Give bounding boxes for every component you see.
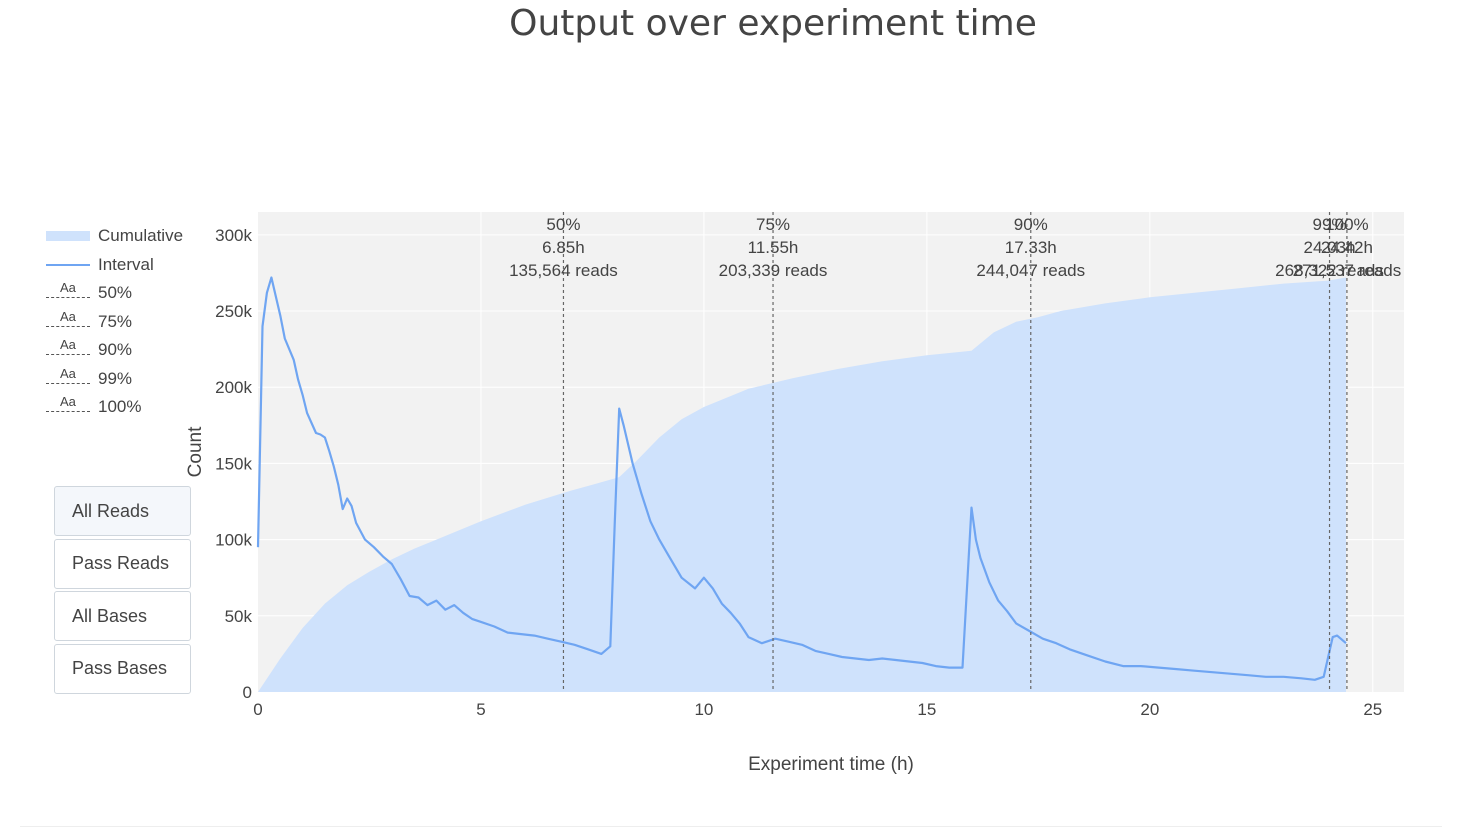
threshold-label-90%: 244,047 reads <box>976 261 1085 280</box>
threshold-markers: 50% 6.85h 135,564 reads 75% 11.55h 203,339 re… <box>509 212 1401 692</box>
legend-text-glyph: Aa <box>60 308 76 324</box>
series-cumulative-area <box>258 277 1347 692</box>
pass-reads-button[interactable]: Pass Reads <box>54 538 191 589</box>
legend-label-75: 75% <box>98 311 133 331</box>
y-tick-label: 50k <box>225 607 253 626</box>
legend-label-90: 90% <box>98 340 133 360</box>
y-axis-title: Count <box>185 426 206 477</box>
legend-text-glyph: Aa <box>60 337 76 352</box>
y-tick-label: 250k <box>215 302 252 321</box>
axis-ticks: 0 5 10 15 20 25 0 50k 100k 150k 200k 250k 300k <box>215 226 1382 719</box>
x-tick-label: 20 <box>1140 700 1159 719</box>
data-selector-buttons: All Reads Pass Reads All Bases Pass Base… <box>54 486 192 696</box>
legend-text-glyph: Aa <box>60 280 76 295</box>
all-reads-button[interactable]: All Reads <box>54 486 191 536</box>
threshold-label-50%: 135,564 reads <box>509 261 618 280</box>
threshold-label-50%: 50% <box>546 215 580 234</box>
legend-label-99: 99% <box>98 368 133 388</box>
y-tick-label: 150k <box>215 454 252 473</box>
legend-item-interval[interactable]: Interval <box>44 251 204 280</box>
legend-item-50[interactable]: Aa 50% <box>44 279 204 308</box>
legend-item-99[interactable]: Aa 99% <box>44 365 204 394</box>
threshold-label-75%: 75% <box>756 215 790 234</box>
legend-item-90[interactable]: Aa 90% <box>44 336 204 365</box>
legend-swatch-interval <box>46 263 90 266</box>
legend-text-glyph: Aa <box>60 394 76 409</box>
legend-swatch-dash <box>46 297 90 298</box>
legend-item-cumulative[interactable]: Cumulative <box>44 222 204 251</box>
threshold-label-99%: 268,322 reads <box>1275 261 1384 280</box>
legend-item-75[interactable]: Aa 75% <box>44 308 204 337</box>
x-tick-label: 0 <box>253 700 262 719</box>
threshold-label-90%: 90% <box>1014 215 1048 234</box>
pass-bases-button[interactable]: Pass Bases <box>54 643 191 694</box>
legend-label-interval: Interval <box>98 254 154 274</box>
legend-swatch-cumulative <box>46 231 90 242</box>
threshold-label-75%: 11.55h <box>748 238 799 257</box>
x-tick-label: 10 <box>694 700 713 719</box>
x-tick-label: 5 <box>476 700 485 719</box>
threshold-label-50%: 6.85h <box>542 238 585 257</box>
threshold-label-75%: 203,339 reads <box>719 261 828 280</box>
legend-swatch-dash <box>46 325 90 327</box>
threshold-label-90%: 17.33h <box>1005 238 1057 257</box>
legend-swatch-dash <box>46 411 90 412</box>
x-tick-label: 25 <box>1363 700 1382 719</box>
series-interval-line <box>256 276 1347 681</box>
y-tick-label: 0 <box>243 683 252 702</box>
x-tick-label: 15 <box>917 700 936 719</box>
threshold-label-100%: 271,537 reads <box>1293 261 1402 280</box>
legend-swatch-dash <box>46 354 90 355</box>
legend-swatch-dash <box>46 382 90 384</box>
threshold-label-100%: 100% <box>1325 215 1368 234</box>
legend-text-glyph: Aa <box>60 365 76 381</box>
y-tick-label: 200k <box>215 378 252 397</box>
legend-label-100: 100% <box>98 397 142 417</box>
chart-title: Output over experiment time <box>509 3 1037 44</box>
legend-label-50: 50% <box>98 283 133 303</box>
y-tick-label: 300k <box>215 226 252 245</box>
divider <box>20 826 1442 827</box>
threshold-label-100%: 24.42h <box>1321 238 1373 257</box>
y-tick-label: 100k <box>215 531 252 550</box>
threshold-label-99%: 99% <box>1313 215 1347 234</box>
legend: Cumulative Interval Aa 50% Aa 75% Aa 90%… <box>44 222 204 422</box>
legend-label-cumulative: Cumulative <box>98 226 184 246</box>
legend-item-100[interactable]: Aa 100% <box>44 393 204 422</box>
all-bases-button[interactable]: All Bases <box>54 591 191 642</box>
threshold-label-99%: 24.03h <box>1304 238 1356 257</box>
x-axis-title: Experiment time (h) <box>748 754 914 775</box>
